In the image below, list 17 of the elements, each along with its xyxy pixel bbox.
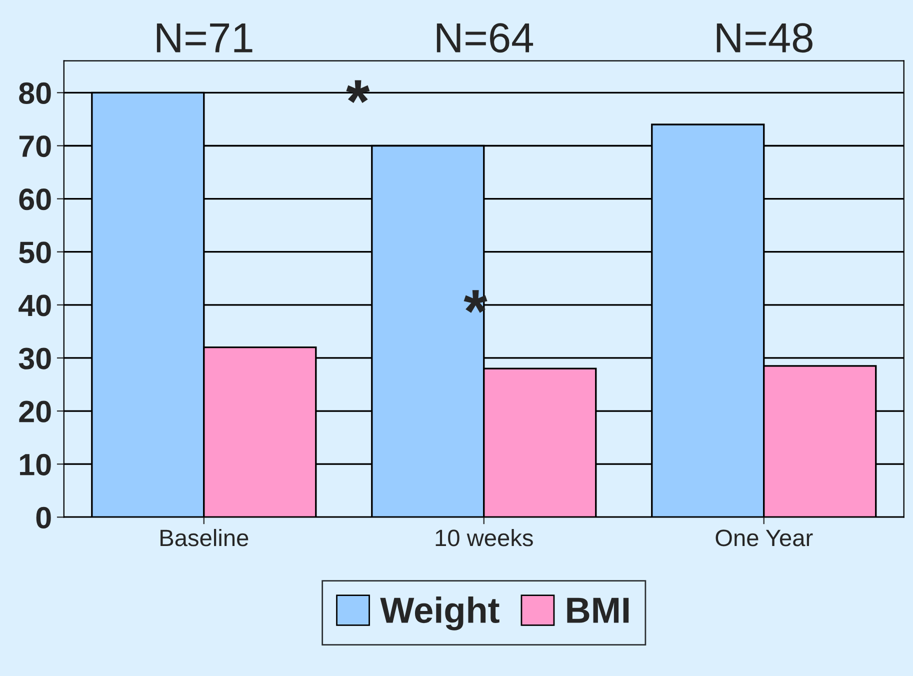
legend-label: BMI	[567, 598, 629, 623]
x-tick-label: Baseline	[160, 528, 248, 546]
x-tick-label: 10 weeks	[436, 528, 533, 546]
legend-label: Weight	[380, 596, 500, 630]
y-tick-label: 40	[18, 294, 51, 316]
text: N=48	[716, 23, 812, 53]
y-tick-label: 20	[19, 400, 51, 422]
y-tick-label: 30	[18, 348, 51, 370]
text: N=71	[156, 24, 252, 52]
y-tick-label: 10	[20, 454, 51, 476]
x-tick-label: One Year	[716, 530, 813, 546]
text: N=64	[436, 23, 534, 53]
y-tick-label: 0	[36, 506, 51, 529]
y-tick-label: 60	[19, 188, 51, 210]
y-tick-label: 50	[19, 242, 51, 264]
y-tick-label: 80	[19, 82, 51, 104]
y-tick-label: 70	[19, 135, 51, 158]
